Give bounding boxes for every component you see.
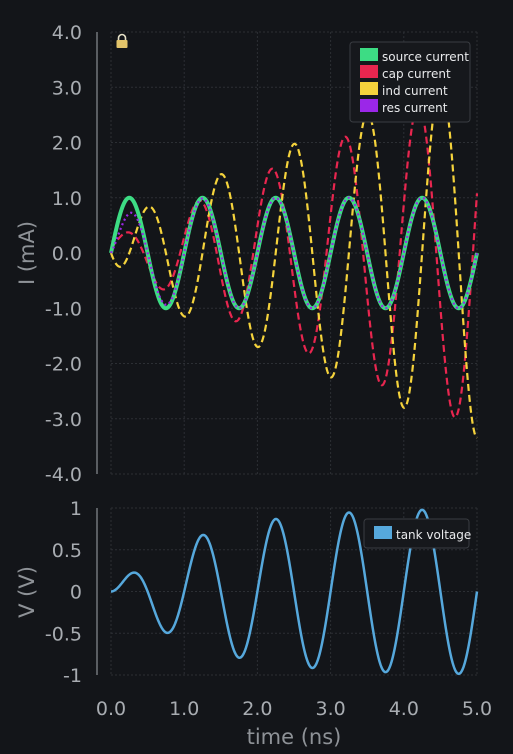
x-tick-label: 3.0 bbox=[315, 698, 345, 720]
top-y-tick-label: -2.0 bbox=[45, 354, 82, 376]
top-y-tick-label: 3.0 bbox=[52, 77, 82, 99]
legend-swatch-cap-current bbox=[360, 65, 378, 78]
source-current-line bbox=[109, 195, 479, 311]
x-tick-label: 0.0 bbox=[96, 698, 126, 720]
res-current-line bbox=[110, 196, 479, 310]
bottom-legend: tank voltage bbox=[363, 518, 471, 549]
ind-current-line bbox=[109, 81, 478, 439]
top-y-tick-label: -4.0 bbox=[45, 464, 82, 486]
top-axes: 4.0 3.0 2.0 1.0 0.0 -1.0 -2.0 -3.0 -4.0 bbox=[45, 22, 98, 486]
legend-swatch-ind-current bbox=[360, 82, 378, 95]
top-y-tick-label: 2.0 bbox=[52, 133, 82, 155]
bottom-y-tick-label: 0.5 bbox=[52, 540, 82, 562]
top-y-tick-label: 0.0 bbox=[52, 243, 82, 265]
top-legend: source current cap current ind current r… bbox=[349, 41, 471, 123]
legend-tank-voltage: tank voltage bbox=[396, 528, 471, 542]
bottom-y-tick-label: -0.5 bbox=[45, 623, 82, 645]
lock-icon[interactable] bbox=[116, 33, 128, 49]
legend-res-current: res current bbox=[382, 101, 448, 115]
bottom-y-tick-label: 0 bbox=[70, 582, 82, 604]
x-tick-label: 2.0 bbox=[242, 698, 272, 720]
bottom-y-tick-label: 1 bbox=[70, 498, 82, 520]
bottom-y-axis-label: V (V) bbox=[15, 566, 39, 618]
x-axis-label: time (ns) bbox=[247, 725, 342, 749]
x-tick-label: 4.0 bbox=[389, 698, 419, 720]
bottom-grid bbox=[110, 507, 478, 676]
top-y-tick-label: -3.0 bbox=[45, 409, 82, 431]
legend-swatch-res-current bbox=[360, 99, 378, 112]
legend-cap-current: cap current bbox=[382, 67, 451, 81]
top-y-axis-label: I (mA) bbox=[15, 221, 39, 285]
x-tick-label: 5.0 bbox=[462, 698, 492, 720]
top-y-tick-label: -1.0 bbox=[45, 298, 82, 320]
legend-swatch-tank-voltage bbox=[374, 526, 392, 539]
legend-ind-current: ind current bbox=[382, 84, 448, 98]
top-y-tick-label: 4.0 bbox=[52, 22, 82, 44]
legend-source-current: source current bbox=[382, 50, 469, 64]
x-tick-label: 1.0 bbox=[169, 698, 199, 720]
legend-swatch-source-current bbox=[360, 48, 378, 61]
bottom-y-tick-label: -1 bbox=[63, 665, 82, 687]
bottom-axes: 1 0.5 0 -0.5 -1 0.0 1.0 2.0 3.0 4.0 5.0 bbox=[45, 498, 492, 720]
current-series-group bbox=[109, 81, 479, 439]
top-y-tick-label: 1.0 bbox=[52, 188, 82, 210]
